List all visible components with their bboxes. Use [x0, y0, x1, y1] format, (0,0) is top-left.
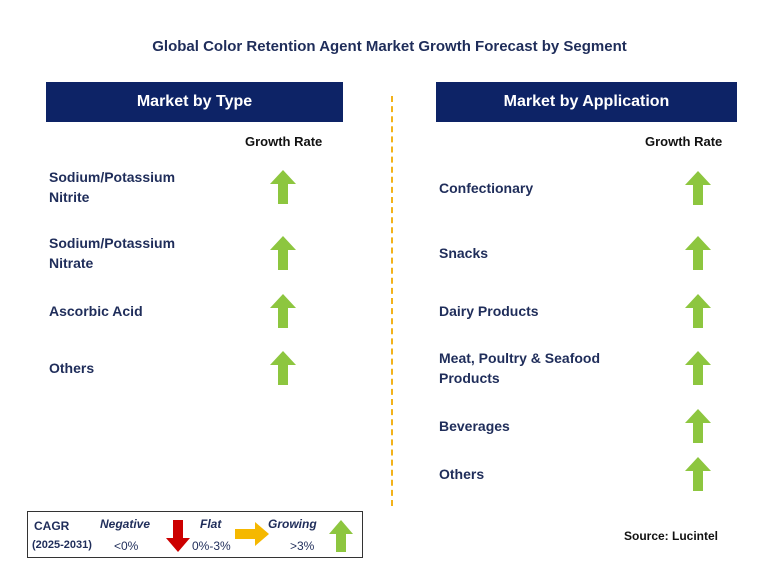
legend-growing-range: >3% — [290, 539, 315, 553]
right-arrow-icon — [235, 522, 269, 546]
application-row-label: Dairy Products — [439, 303, 539, 319]
type-row-label: Ascorbic Acid — [49, 303, 143, 319]
growth-up-arrow-icon — [270, 170, 296, 204]
legend-growing-label: Growing — [268, 517, 317, 531]
source-note: Source: Lucintel — [624, 529, 719, 543]
type-row-label: Sodium/Potassium Nitrite — [49, 169, 176, 205]
legend-period: (2025-2031) — [32, 539, 92, 551]
legend: CAGR (2025-2031) Negative <0% Flat 0%-3%… — [27, 511, 363, 558]
growth-up-arrow-icon — [685, 294, 711, 328]
chart-title: Global Color Retention Agent Market Grow… — [152, 38, 627, 55]
legend-negative-label: Negative — [100, 517, 151, 531]
down-arrow-icon — [166, 520, 190, 552]
up-arrow-icon — [329, 520, 353, 552]
type-growth-rate-label: Growth Rate — [245, 134, 323, 149]
type-row-label: Others — [49, 360, 95, 376]
type-panel-header: Market by Type — [46, 82, 343, 122]
growth-up-arrow-icon — [270, 351, 296, 385]
application-panel-header: Market by Application — [436, 82, 737, 122]
application-row-label: Meat, Poultry & Seafood Products — [439, 350, 601, 386]
panel-divider — [391, 96, 393, 506]
growth-up-arrow-icon — [685, 236, 711, 270]
application-row-label: Snacks — [439, 245, 489, 261]
growth-up-arrow-icon — [270, 294, 296, 328]
legend-negative-range: <0% — [114, 539, 139, 553]
growth-up-arrow-icon — [685, 409, 711, 443]
type-row-label: Sodium/Potassium Nitrate — [49, 235, 176, 271]
application-growth-rate-label: Growth Rate — [645, 134, 723, 149]
application-row-label: Beverages — [439, 418, 510, 434]
legend-flat-label: Flat — [200, 517, 222, 531]
growth-up-arrow-icon — [685, 457, 711, 491]
growth-up-arrow-icon — [270, 236, 296, 270]
legend-flat-range: 0%-3% — [192, 539, 231, 553]
growth-up-arrow-icon — [685, 171, 711, 205]
application-row-label: Confectionary — [439, 180, 534, 196]
legend-cagr-label: CAGR — [34, 519, 70, 533]
application-row-label: Others — [439, 466, 485, 482]
growth-up-arrow-icon — [685, 351, 711, 385]
